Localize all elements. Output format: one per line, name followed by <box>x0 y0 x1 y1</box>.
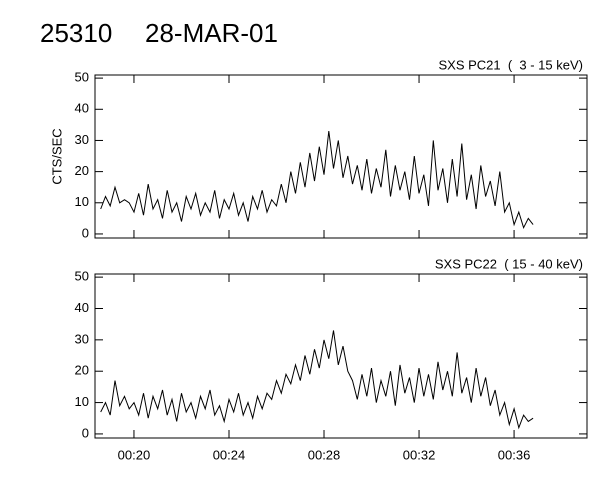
y-tick-label: 0 <box>82 225 89 240</box>
series-line <box>100 330 534 430</box>
x-tick-label: 00:36 <box>498 447 531 462</box>
observation-id: 25310 <box>40 18 112 48</box>
y-tick-label: 50 <box>75 70 89 85</box>
y-tick-label: 40 <box>75 101 89 116</box>
plot-frame <box>94 74 588 239</box>
y-tick-label: 0 <box>82 425 89 440</box>
plot-frame <box>94 273 588 439</box>
y-tick-label: 40 <box>75 300 89 315</box>
x-tick-label: 00:24 <box>213 447 246 462</box>
observation-date: 28-MAR-01 <box>145 18 278 48</box>
y-tick-label: 20 <box>75 363 89 378</box>
series-line <box>100 131 534 230</box>
x-tick-label: 00:28 <box>308 447 341 462</box>
panel-title: SXS PC22 ( 15 - 40 keV) <box>435 256 583 271</box>
y-tick-label: 30 <box>75 331 89 346</box>
x-tick-label: 00:20 <box>118 447 151 462</box>
y-tick-label: 10 <box>75 194 89 209</box>
y-axis-label: CTS/SEC <box>49 128 64 184</box>
x-tick-label: 00:32 <box>403 447 436 462</box>
y-tick-label: 30 <box>75 132 89 147</box>
panel-title: SXS PC21 ( 3 - 15 keV) <box>438 57 583 72</box>
y-tick-label: 20 <box>75 163 89 178</box>
y-tick-label: 50 <box>75 269 89 284</box>
y-tick-label: 10 <box>75 394 89 409</box>
